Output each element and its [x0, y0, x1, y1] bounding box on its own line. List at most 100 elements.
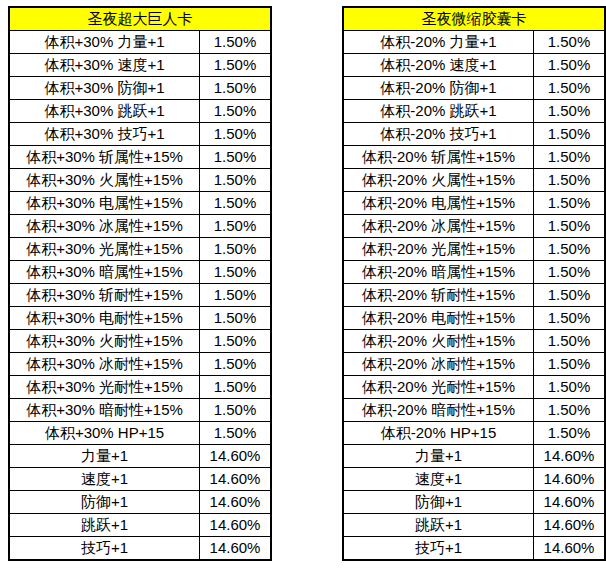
table-row: 体积-20% 暗属性+15%1.50%: [343, 261, 605, 284]
rate-cell: 1.50%: [200, 422, 272, 445]
effect-cell: 力量+1: [343, 445, 534, 468]
rate-cell: 1.50%: [200, 307, 272, 330]
table-row: 体积+30% 防御+11.50%: [9, 77, 271, 100]
table-row: 体积-20% 电耐性+15%1.50%: [343, 307, 605, 330]
effect-cell: 体积+30% 斩属性+15%: [9, 146, 200, 169]
rate-cell: 14.60%: [534, 537, 606, 561]
effect-cell: 体积-20% 火耐性+15%: [343, 330, 534, 353]
table-row: 跳跃+114.60%: [9, 514, 271, 537]
effect-cell: 跳跃+1: [9, 514, 200, 537]
rate-cell: 1.50%: [534, 307, 606, 330]
table-row: 体积+30% 暗耐性+15%1.50%: [9, 399, 271, 422]
effect-cell: 防御+1: [9, 491, 200, 514]
rate-cell: 1.50%: [200, 123, 272, 146]
rate-cell: 1.50%: [534, 146, 606, 169]
card-table-right: 圣夜微缩胶囊卡体积-20% 力量+11.50%体积-20% 速度+11.50%体…: [342, 6, 606, 561]
table-row: 体积+30% 跳跃+11.50%: [9, 100, 271, 123]
table-row: 体积-20% 斩属性+15%1.50%: [343, 146, 605, 169]
table-row: 体积+30% 光属性+15%1.50%: [9, 238, 271, 261]
tables-container: 圣夜超大巨人卡体积+30% 力量+11.50%体积+30% 速度+11.50%体…: [8, 6, 606, 561]
rate-cell: 1.50%: [200, 284, 272, 307]
effect-cell: 体积+30% 电耐性+15%: [9, 307, 200, 330]
table-row: 体积+30% 光耐性+15%1.50%: [9, 376, 271, 399]
rate-cell: 1.50%: [534, 284, 606, 307]
rate-cell: 1.50%: [534, 169, 606, 192]
rate-cell: 1.50%: [200, 261, 272, 284]
table-row: 体积+30% 冰属性+15%1.50%: [9, 215, 271, 238]
table-row: 体积-20% 斩耐性+15%1.50%: [343, 284, 605, 307]
rate-cell: 1.50%: [534, 215, 606, 238]
rate-cell: 1.50%: [200, 169, 272, 192]
table-row: 技巧+114.60%: [343, 537, 605, 561]
table-row: 跳跃+114.60%: [343, 514, 605, 537]
rate-cell: 1.50%: [200, 77, 272, 100]
table-row: 体积-20% 速度+11.50%: [343, 54, 605, 77]
rate-cell: 1.50%: [200, 100, 272, 123]
rate-cell: 1.50%: [200, 399, 272, 422]
rate-cell: 14.60%: [200, 537, 272, 561]
rate-cell: 1.50%: [534, 399, 606, 422]
effect-cell: 跳跃+1: [343, 514, 534, 537]
rate-cell: 1.50%: [534, 353, 606, 376]
table-row: 体积-20% 电属性+15%1.50%: [343, 192, 605, 215]
table-row: 体积+30% 速度+11.50%: [9, 54, 271, 77]
table-row: 体积-20% 技巧+11.50%: [343, 123, 605, 146]
effect-cell: 体积-20% 火属性+15%: [343, 169, 534, 192]
rate-cell: 14.60%: [534, 468, 606, 491]
rate-cell: 1.50%: [200, 238, 272, 261]
effect-cell: 技巧+1: [9, 537, 200, 561]
rate-cell: 1.50%: [534, 422, 606, 445]
rate-cell: 1.50%: [200, 146, 272, 169]
effect-cell: 体积+30% 跳跃+1: [9, 100, 200, 123]
table-row: 速度+114.60%: [9, 468, 271, 491]
rate-cell: 1.50%: [534, 77, 606, 100]
table-row: 体积-20% 冰耐性+15%1.50%: [343, 353, 605, 376]
rate-cell: 14.60%: [534, 445, 606, 468]
rate-cell: 1.50%: [534, 192, 606, 215]
table-row: 体积+30% 斩属性+15%1.50%: [9, 146, 271, 169]
effect-cell: 体积-20% 力量+1: [343, 31, 534, 54]
table-row: 体积+30% 电属性+15%1.50%: [9, 192, 271, 215]
effect-cell: 体积+30% 光属性+15%: [9, 238, 200, 261]
effect-cell: 体积-20% 冰属性+15%: [343, 215, 534, 238]
effect-cell: 体积-20% 冰耐性+15%: [343, 353, 534, 376]
effect-cell: 力量+1: [9, 445, 200, 468]
effect-cell: 体积+30% 冰耐性+15%: [9, 353, 200, 376]
table-row: 体积-20% 火属性+15%1.50%: [343, 169, 605, 192]
rate-cell: 14.60%: [534, 491, 606, 514]
table-title: 圣夜超大巨人卡: [9, 7, 271, 31]
effect-cell: 体积+30% HP+15: [9, 422, 200, 445]
rate-cell: 14.60%: [534, 514, 606, 537]
table-row: 体积+30% 力量+11.50%: [9, 31, 271, 54]
table-row: 体积-20% 光耐性+15%1.50%: [343, 376, 605, 399]
effect-cell: 体积+30% 技巧+1: [9, 123, 200, 146]
effect-cell: 体积-20% 跳跃+1: [343, 100, 534, 123]
effect-cell: 体积-20% 电耐性+15%: [343, 307, 534, 330]
table-row: 体积-20% 冰属性+15%1.50%: [343, 215, 605, 238]
table-title: 圣夜微缩胶囊卡: [343, 7, 605, 31]
effect-cell: 体积+30% 暗耐性+15%: [9, 399, 200, 422]
table-row: 体积-20% 力量+11.50%: [343, 31, 605, 54]
rate-cell: 14.60%: [200, 514, 272, 537]
rate-cell: 1.50%: [534, 261, 606, 284]
effect-cell: 体积+30% 速度+1: [9, 54, 200, 77]
table-row: 体积+30% 技巧+11.50%: [9, 123, 271, 146]
table-row: 体积+30% 电耐性+15%1.50%: [9, 307, 271, 330]
effect-cell: 体积-20% 光属性+15%: [343, 238, 534, 261]
rate-cell: 1.50%: [200, 54, 272, 77]
card-table-left: 圣夜超大巨人卡体积+30% 力量+11.50%体积+30% 速度+11.50%体…: [8, 6, 272, 561]
table-row: 体积+30% 冰耐性+15%1.50%: [9, 353, 271, 376]
rate-cell: 1.50%: [200, 330, 272, 353]
table-row: 体积+30% 暗属性+15%1.50%: [9, 261, 271, 284]
table-row: 体积-20% 暗耐性+15%1.50%: [343, 399, 605, 422]
rate-cell: 14.60%: [200, 468, 272, 491]
rate-cell: 1.50%: [534, 31, 606, 54]
effect-cell: 体积+30% 火属性+15%: [9, 169, 200, 192]
rate-cell: 1.50%: [534, 54, 606, 77]
effect-cell: 体积-20% 斩耐性+15%: [343, 284, 534, 307]
rate-cell: 1.50%: [200, 192, 272, 215]
table-row: 体积-20% 光属性+15%1.50%: [343, 238, 605, 261]
effect-cell: 体积+30% 火耐性+15%: [9, 330, 200, 353]
effect-cell: 体积+30% 电属性+15%: [9, 192, 200, 215]
table-row: 体积-20% 火耐性+15%1.50%: [343, 330, 605, 353]
